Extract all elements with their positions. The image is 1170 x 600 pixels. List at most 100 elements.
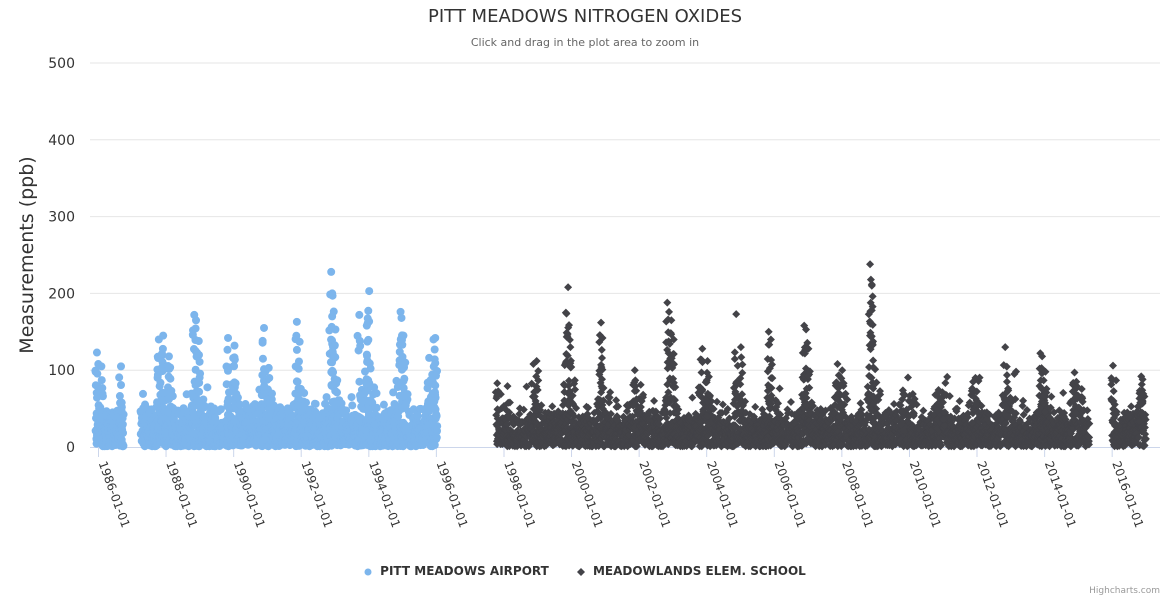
data-point [397,313,406,322]
data-point [258,336,267,345]
data-point [430,345,439,354]
data-point [354,346,363,355]
data-point [230,353,239,362]
x-tick-label: 2006-01-01 [771,459,808,529]
data-point [98,384,107,393]
data-point [195,378,204,387]
data-point [264,363,273,372]
data-point [372,389,381,398]
data-point [398,361,407,370]
data-point [331,325,340,334]
data-point [194,337,203,346]
series-meadowlands-elem-school[interactable] [491,260,1150,451]
x-tick-label: 2000-01-01 [569,459,606,529]
data-point [399,384,408,393]
data-point [355,336,364,345]
data-point [139,389,148,398]
x-axis: 1986-01-01 1988-01-01 1990-01-01 1992-01-01… [90,447,1160,530]
data-point [355,310,364,319]
data-point [163,407,172,416]
series-pitt-meadows-airport[interactable] [91,267,442,451]
data-point [164,372,173,381]
data-point [327,267,336,276]
data-point [395,340,404,349]
data-point [97,362,106,371]
y-tick-label: 500 [48,56,75,72]
y-tick-label: 300 [48,210,75,226]
data-point [292,317,301,326]
data-point [196,369,205,378]
data-point [363,351,372,360]
data-point [229,387,238,396]
data-point [115,392,124,401]
data-point [117,381,126,390]
data-point [362,375,371,384]
data-point [119,441,128,450]
data-point [331,353,340,362]
data-point [233,393,242,402]
x-tick-label: 1994-01-01 [366,459,403,529]
data-point [786,398,795,407]
data-point [400,374,409,383]
x-tick-label: 1996-01-01 [434,459,471,529]
data-point [423,406,432,415]
data-point [95,405,104,414]
x-tick-label: 1992-01-01 [298,459,335,529]
data-point [1019,396,1028,405]
data-point [348,401,357,410]
data-point [192,316,201,325]
data-point [332,398,341,407]
chart-subtitle: Click and drag in the plot area to zoom … [470,36,700,49]
data-point [294,384,303,393]
chart-title: PITT MEADOWS NITROGEN OXIDES [427,6,742,27]
y-tick-label: 400 [48,133,75,149]
data-point [330,341,339,350]
data-point [548,402,557,411]
x-tick-label: 1986-01-01 [96,459,133,529]
data-point [115,373,124,382]
data-point [431,381,440,390]
x-tick-label: 2016-01-01 [1109,459,1146,529]
data-point [431,333,440,342]
x-tick-label: 2008-01-01 [839,459,876,529]
data-point [943,372,952,381]
data-point [118,414,127,423]
data-point [191,324,200,333]
data-point [399,331,408,340]
data-point [856,399,865,408]
data-point [650,396,659,405]
data-point [919,406,928,415]
data-point [328,291,337,300]
data-point [267,389,276,398]
data-point [216,405,225,414]
data-point [751,402,760,411]
data-point [362,321,371,330]
data-point [157,349,166,358]
data-point [258,354,267,363]
data-point [264,412,273,421]
data-point [230,341,239,350]
data-point [235,400,244,409]
data-point [413,412,422,421]
data-point [433,422,442,431]
data-point [333,376,342,385]
data-point [195,387,204,396]
data-point [356,391,365,400]
y-tick-label: 100 [48,363,75,379]
y-axis-title: Measurements (ppb) [16,156,38,353]
data-point [265,373,274,382]
data-point [294,357,303,366]
data-point [165,394,174,403]
data-point [231,379,240,388]
data-point [329,307,338,316]
data-point [260,323,269,332]
data-point [97,376,106,385]
data-point [429,397,438,406]
data-point [118,420,127,429]
y-tick-label: 0 [66,440,75,456]
data-point [116,362,125,371]
data-point [431,359,440,368]
data-point [294,401,303,410]
data-point [775,384,784,393]
